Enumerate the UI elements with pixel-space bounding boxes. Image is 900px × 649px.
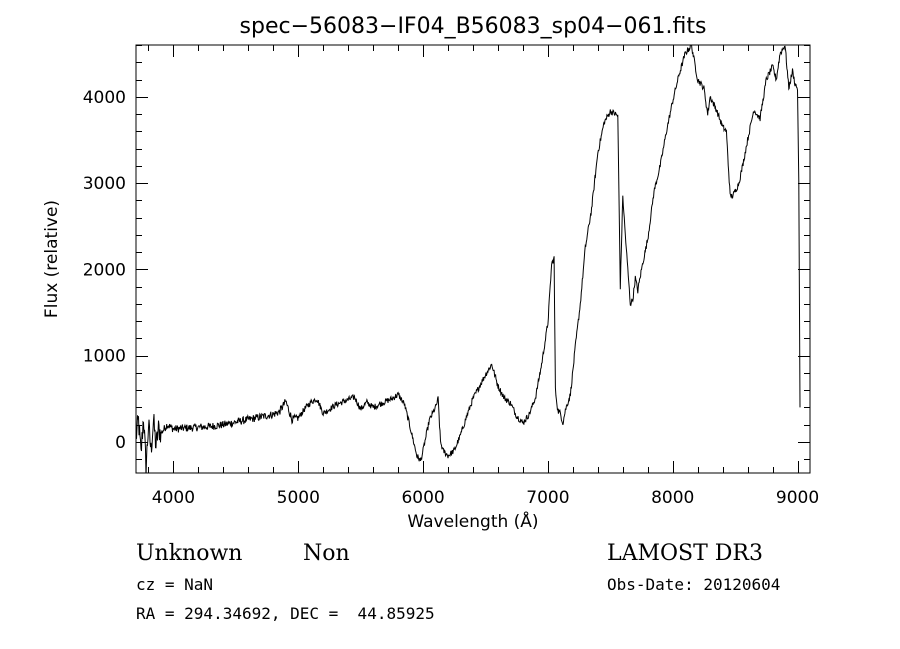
axis-ticks [136, 45, 810, 473]
survey-name: LAMOST DR3 [607, 541, 763, 566]
x-tick-label: 5000 [277, 488, 320, 508]
x-tick-labels: 4000 5000 6000 7000 8000 9000 [152, 488, 819, 508]
x-axis-label: Wavelength (Å) [407, 510, 538, 532]
y-axis-label: Flux (relative) [42, 200, 62, 318]
x-tick-label: 7000 [526, 488, 569, 508]
series-group [136, 45, 801, 473]
y-tick-label: 3000 [83, 174, 126, 194]
object-class: Unknown [136, 541, 242, 566]
x-tick-label: 8000 [651, 488, 694, 508]
object-subclass: Non [303, 541, 350, 566]
y-tick-label: 4000 [83, 88, 126, 108]
y-tick-label: 2000 [83, 260, 126, 280]
redshift-text: cz = NaN [136, 575, 213, 594]
chart-title: spec−56083−IF04_B56083_sp04−061.fits [240, 14, 707, 39]
coordinates-text: RA = 294.34692, DEC = 44.85925 [136, 604, 435, 623]
y-tick-label: 0 [115, 433, 126, 453]
y-tick-label: 1000 [83, 347, 126, 367]
obs-date: Obs-Date: 20120604 [607, 575, 780, 594]
x-tick-label: 6000 [401, 488, 444, 508]
x-tick-label: 4000 [152, 488, 195, 508]
x-tick-label: 9000 [776, 488, 819, 508]
y-tick-labels: 0 1000 2000 3000 4000 [83, 88, 126, 453]
spectrum-line [136, 45, 801, 473]
